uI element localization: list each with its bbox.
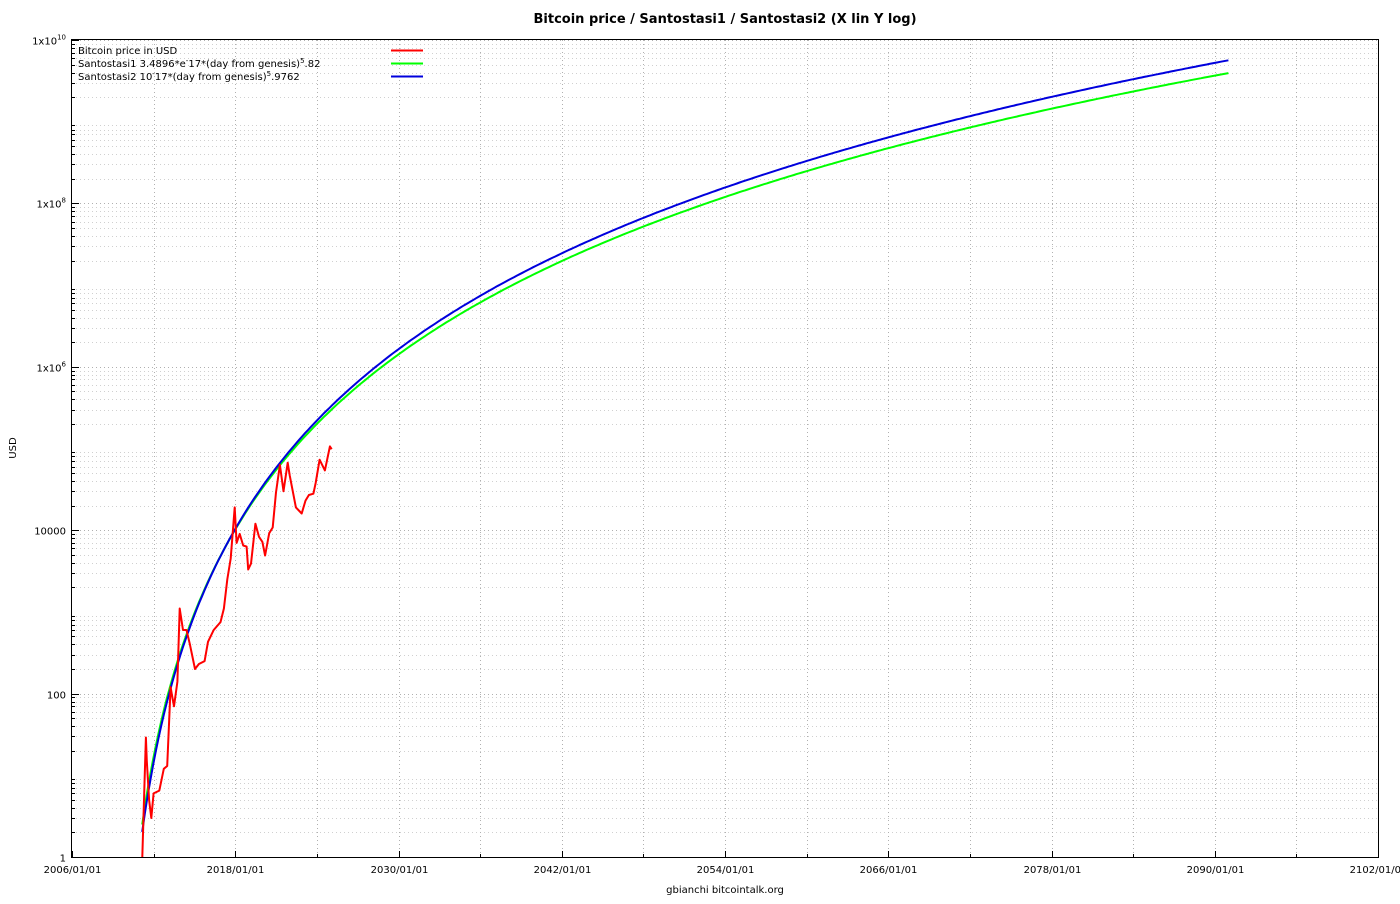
x-tick-label: 2102/01/01 [1350,865,1400,876]
series-bitcoin-price [141,445,333,857]
x-tick-label: 2054/01/01 [697,865,755,876]
series-layer [141,59,1229,857]
y-tick-label: 1 [60,854,66,865]
y-tick-label: 1x106 [37,361,67,375]
y-tick-label: 1x108 [37,197,66,211]
y-axis-label: USD [8,437,19,459]
series-santostasi2 [141,59,1229,833]
x-tick-label: 2030/01/01 [371,865,429,876]
x-axis-label: gbianchi bitcointalk.org [666,885,784,896]
x-tick-label: 2066/01/01 [860,865,918,876]
axis-ticks [72,40,1379,858]
x-tick-labels: 2006/01/01 2018/01/01 2030/01/01 2042/01/01… [44,865,1400,876]
legend-label-santostasi2: Santostasi2 10-17*(day from genesis)5.97… [78,70,300,83]
plot-frame [71,39,1379,858]
legend: Bitcoin price in USD Santostasi1 3.4896*… [78,46,423,83]
y-tick-label: 1x1010 [32,34,66,48]
x-tick-label: 2078/01/01 [1024,865,1082,876]
legend-label-santostasi1: Santostasi1 3.4896*e-17*(day from genesi… [78,57,320,70]
x-tick-label: 2006/01/01 [44,865,102,876]
x-tick-label: 2090/01/01 [1187,865,1245,876]
x-tick-label: 2018/01/01 [207,865,265,876]
y-tick-label: 10000 [34,527,66,538]
series-santostasi1 [141,72,1229,825]
grid [72,40,1378,858]
y-tick-label: 100 [47,691,66,702]
legend-label-price: Bitcoin price in USD [78,46,177,57]
y-tick-labels: 1 100 10000 1x106 1x108 1x1010 [32,34,66,865]
x-tick-label: 2042/01/01 [534,865,592,876]
chart-title: Bitcoin price / Santostasi1 / Santostasi… [533,12,916,27]
